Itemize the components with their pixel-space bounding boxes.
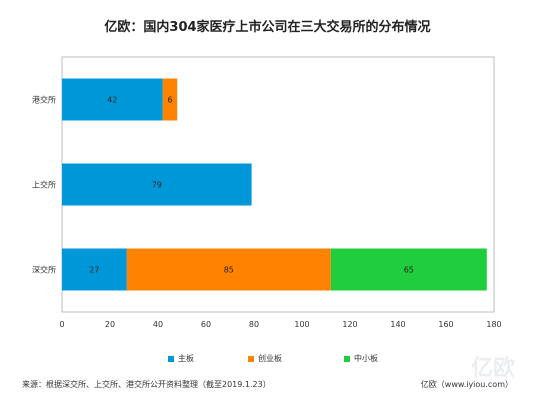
bar-深交所-主板 — [62, 248, 127, 291]
source-note: 来源：根据深交所、上交所、港交所公开资料整理（截至2019.1.23） — [22, 380, 271, 389]
x-tick-label: 180 — [486, 320, 501, 329]
data-label: 79 — [152, 181, 162, 190]
legend-label: 创业板 — [258, 354, 282, 363]
brand-credit: 亿欧（www.iyiou.com） — [420, 380, 513, 389]
category-label: 上交所 — [32, 180, 56, 190]
x-tick-label: 140 — [390, 320, 405, 329]
legend-swatch — [344, 355, 350, 362]
data-label: 42 — [107, 96, 117, 105]
data-label: 27 — [89, 266, 99, 275]
data-label: 65 — [404, 266, 414, 275]
bar-港交所-主板 — [62, 78, 163, 121]
legend-item: 主板 — [168, 353, 194, 364]
legend-swatch — [248, 355, 254, 362]
legend-swatch — [168, 355, 174, 362]
x-tick-label: 80 — [249, 320, 259, 329]
x-tick-label: 160 — [438, 320, 453, 329]
category-label: 深交所 — [32, 265, 56, 275]
chart-title: 亿欧：国内304家医疗上市公司在三大交易所的分布情况 — [104, 20, 431, 35]
x-tick-label: 120 — [342, 320, 357, 329]
legend-label: 中小板 — [354, 354, 378, 363]
legend-label: 主板 — [178, 354, 194, 363]
bar-深交所-创业板 — [126, 248, 331, 291]
bar-深交所-中小板 — [330, 248, 487, 291]
x-tick-label: 60 — [201, 320, 211, 329]
x-tick-label: 100 — [294, 320, 309, 329]
category-label: 港交所 — [32, 95, 56, 105]
x-tick-label: 0 — [59, 320, 64, 329]
x-tick-label: 40 — [153, 320, 163, 329]
data-label: 85 — [224, 266, 234, 275]
data-label: 6 — [167, 96, 172, 105]
legend: 主板 创业板 中小板 — [0, 353, 535, 367]
legend-item: 中小板 — [344, 353, 378, 364]
bar-港交所-创业板 — [162, 78, 178, 121]
bar-上交所-主板 — [62, 163, 252, 206]
watermark-logo: 亿欧 — [470, 356, 515, 381]
legend-item: 创业板 — [248, 353, 282, 364]
x-tick-label: 20 — [105, 320, 115, 329]
